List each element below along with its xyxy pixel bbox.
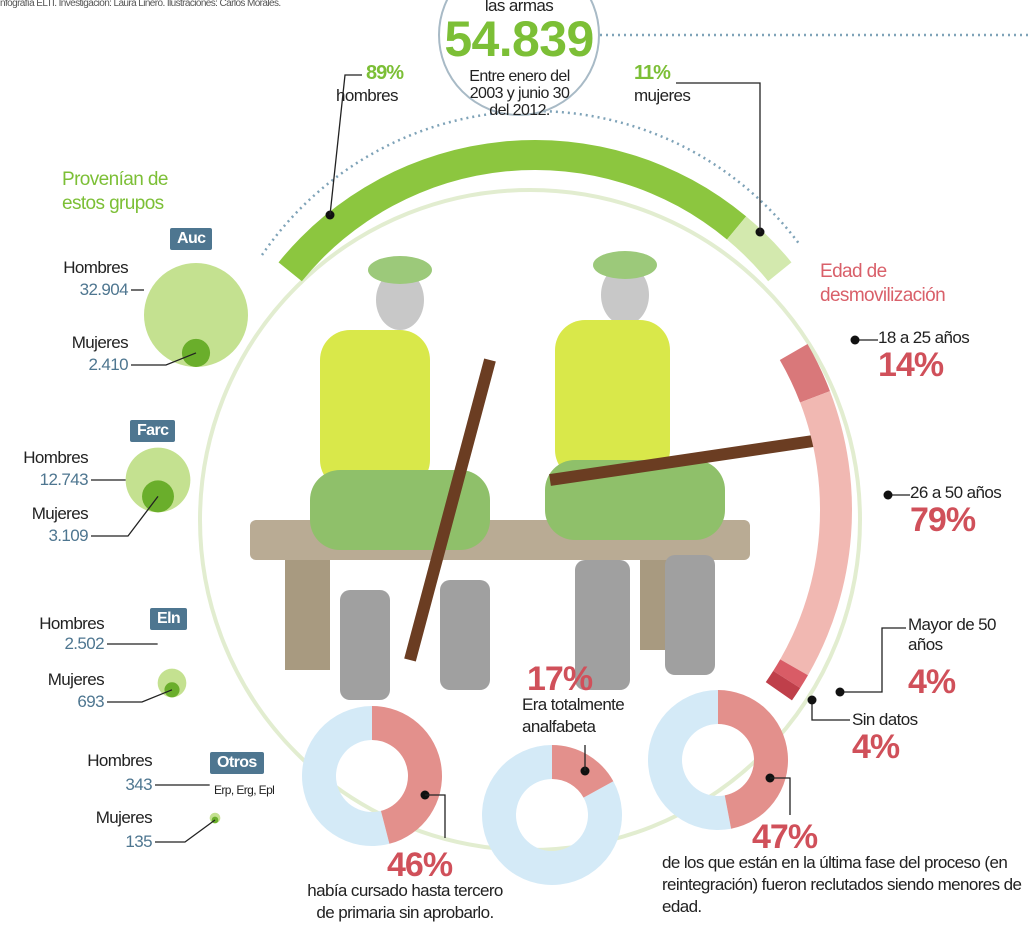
women-label: Mujeres: [0, 504, 88, 524]
age-pct: 4%: [852, 730, 899, 764]
men-value: 12.743: [0, 470, 88, 490]
men-label: Hombres: [0, 448, 88, 468]
credit: nfografía ELTI. Investigación: Laura Lin…: [0, 0, 281, 14]
age-label: Mayor de 50 años: [908, 615, 998, 655]
groups-title: Provenían de estos grupos: [62, 168, 192, 216]
torso: [555, 320, 670, 480]
group-note: Erp, Erg, Epl: [214, 780, 274, 800]
women-label: Mujeres: [0, 670, 104, 690]
page: nfografía ELTI. Investigación: Laura Lin…: [0, 0, 1031, 933]
donut-text: Era totalmente analfabeta: [522, 694, 652, 738]
total-note: Entre enero del 2003 y junio 30 del 2012…: [462, 68, 577, 119]
total-value: 54.839: [439, 14, 599, 64]
men-value: 2.502: [0, 634, 104, 654]
hat: [593, 251, 657, 279]
women-bubble: [164, 682, 179, 697]
leader-line: [840, 628, 906, 692]
group-tag: Otros: [210, 752, 264, 774]
women-value: 135: [32, 832, 152, 852]
age-pct: 79%: [910, 503, 975, 537]
boot: [440, 580, 490, 690]
boot: [665, 555, 715, 675]
dot: [851, 336, 860, 345]
women-label: Mujeres: [32, 808, 152, 828]
donut-pct: 17%: [527, 662, 592, 696]
men-value: 343: [32, 775, 152, 795]
gender-label: hombres: [336, 86, 398, 106]
group-tag: Farc: [130, 420, 175, 442]
age-label: 18 a 25 años: [878, 328, 969, 348]
men-label: Hombres: [8, 258, 128, 278]
age-pct: 14%: [878, 348, 943, 382]
donut-pct: 46%: [387, 848, 452, 882]
illustration: [250, 251, 820, 700]
leader-line: [812, 700, 850, 720]
donut-slice: [718, 690, 788, 829]
boot: [340, 590, 390, 700]
women-label: Mujeres: [8, 333, 128, 353]
age-pct: 4%: [908, 665, 955, 699]
dot: [808, 696, 817, 705]
women-value: 693: [0, 692, 104, 712]
women-value: 3.109: [0, 526, 88, 546]
men-label: Hombres: [0, 614, 104, 634]
bench-leg: [285, 560, 330, 670]
donut-pct: 47%: [752, 820, 817, 854]
gender-arc: [279, 140, 747, 281]
hat: [368, 256, 432, 284]
dot: [836, 688, 845, 697]
gender-pct: 89%: [366, 62, 403, 84]
group-tag: Eln: [150, 608, 187, 630]
age-title: Edad de desmovilización: [820, 260, 1000, 308]
group-tag: Auc: [170, 228, 212, 250]
dot: [884, 491, 893, 500]
leader-line: [155, 820, 215, 842]
donut-text: había cursado hasta tercero de primaria …: [300, 880, 510, 924]
age-label: Sin datos: [852, 710, 917, 730]
age-label: 26 a 50 años: [910, 483, 1001, 503]
age-arc: [780, 344, 830, 403]
torso: [320, 330, 430, 490]
gender-label: mujeres: [634, 86, 690, 106]
gender-pct: 11%: [634, 62, 670, 84]
infographic: [0, 0, 1031, 933]
men-label: Hombres: [32, 751, 152, 771]
men-value: 32.904: [8, 280, 128, 300]
donut-text: de los que están en la última fase del p…: [662, 852, 1031, 918]
women-value: 2.410: [8, 355, 128, 375]
